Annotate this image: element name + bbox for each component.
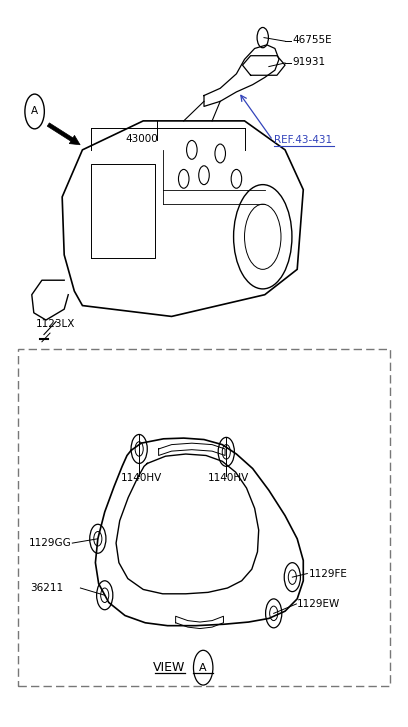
Circle shape xyxy=(266,599,282,628)
Text: A: A xyxy=(200,663,207,672)
Text: 46755E: 46755E xyxy=(293,36,332,46)
Circle shape xyxy=(90,524,106,553)
Text: 1129EW: 1129EW xyxy=(297,599,340,609)
Circle shape xyxy=(218,438,234,466)
Text: 1129FE: 1129FE xyxy=(308,569,348,579)
Text: 43000: 43000 xyxy=(125,134,158,144)
Circle shape xyxy=(131,435,147,463)
Text: 1140HV: 1140HV xyxy=(121,473,162,483)
Circle shape xyxy=(284,563,300,592)
Text: 91931: 91931 xyxy=(293,57,326,67)
Text: A: A xyxy=(31,106,38,116)
Text: 36211: 36211 xyxy=(31,583,64,593)
Text: 1140HV: 1140HV xyxy=(208,473,249,483)
Circle shape xyxy=(257,28,268,48)
Circle shape xyxy=(215,144,226,163)
Circle shape xyxy=(97,581,113,610)
Text: VIEW: VIEW xyxy=(153,661,186,674)
Circle shape xyxy=(231,169,242,188)
Circle shape xyxy=(199,166,209,185)
Text: 1123LX: 1123LX xyxy=(36,318,75,329)
Text: 1129GG: 1129GG xyxy=(29,538,72,548)
Circle shape xyxy=(178,169,189,188)
Text: REF.43-431: REF.43-431 xyxy=(274,135,332,145)
Circle shape xyxy=(186,140,197,159)
